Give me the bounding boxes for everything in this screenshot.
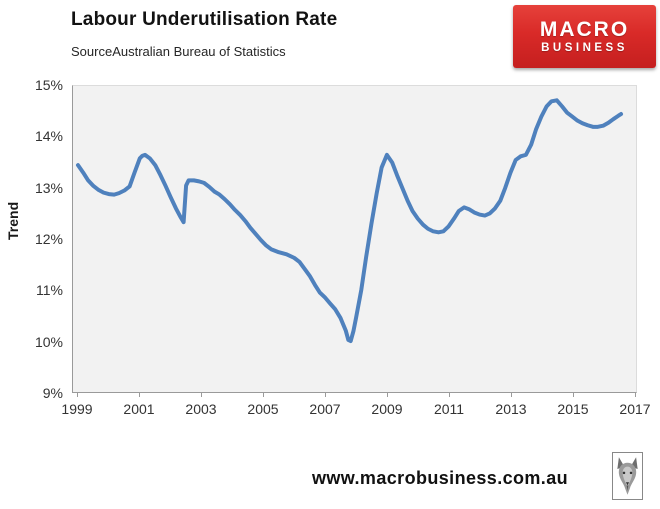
macrobusiness-logo: MACRO BUSINESS [513, 5, 656, 68]
x-tick-label: 2013 [495, 401, 527, 417]
y-tick-label: 15% [34, 77, 63, 93]
y-tick-label: 13% [34, 179, 63, 196]
x-tick-label: 2015 [557, 401, 589, 417]
x-tick-label: 2017 [619, 401, 651, 417]
y-tick-label: 11% [36, 282, 63, 299]
x-tick-mark [387, 393, 388, 397]
x-tick-label: 2001 [123, 401, 155, 417]
x-tick-mark [573, 393, 574, 397]
x-tick-mark [77, 393, 78, 397]
wolf-head-icon [617, 457, 638, 495]
underutilisation-trend-line [75, 98, 624, 344]
x-tick-label: 2011 [433, 401, 465, 417]
x-tick-label: 2003 [185, 401, 217, 417]
x-tick-mark [263, 393, 264, 397]
source-note: SourceAustralian Bureau of Statistics [71, 44, 286, 59]
x-tick-mark [635, 393, 636, 397]
trend-line-chart [75, 98, 624, 344]
x-tick-label: 1999 [61, 401, 93, 417]
logo-text-business: BUSINESS [541, 41, 628, 54]
x-tick-mark [325, 393, 326, 397]
logo-text-macro: MACRO [539, 17, 630, 41]
footer-url: www.macrobusiness.com.au [312, 468, 569, 488]
x-tick-label: 2005 [247, 401, 279, 417]
x-tick-mark [511, 393, 512, 397]
x-tick-mark [139, 393, 140, 397]
x-tick-label: 2009 [371, 401, 403, 417]
plot-area [72, 85, 637, 393]
x-tick-mark [449, 393, 450, 397]
y-tick-label: 9% [42, 385, 63, 401]
y-tick-label: 12% [34, 231, 63, 247]
x-tick-mark [201, 393, 202, 397]
y-tick-label: 14% [34, 128, 63, 145]
page-title: Labour Underutilisation Rate [71, 9, 338, 30]
x-tick-label: 2007 [309, 401, 341, 417]
y-tick-label: 10% [34, 333, 63, 350]
wolf-logo [612, 452, 643, 500]
